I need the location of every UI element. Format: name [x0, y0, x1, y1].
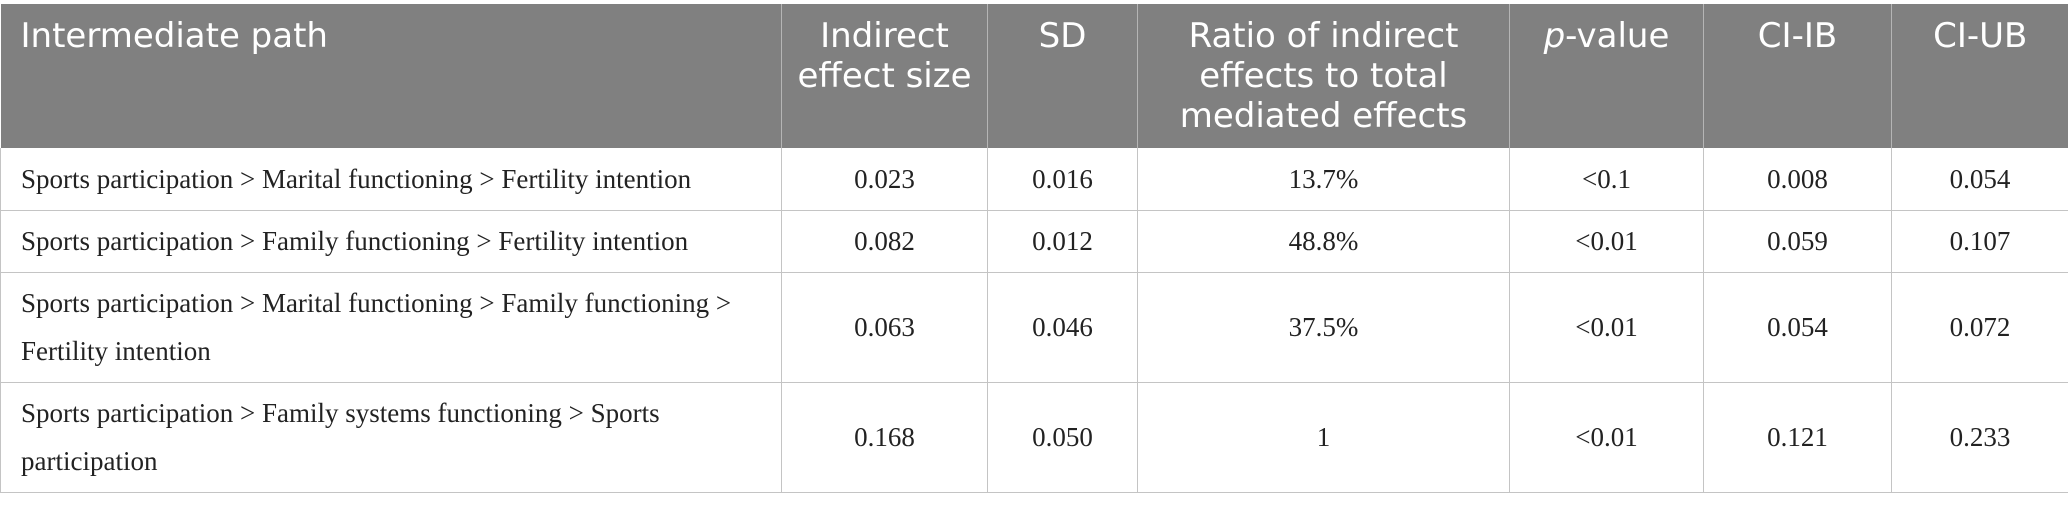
table-row: Sports participation > Family functionin…: [0, 210, 2068, 273]
cell-indirect-effect: 0.023: [781, 148, 988, 211]
header-p-value: p-value: [1509, 4, 1704, 148]
cell-ci-ub: 0.233: [1891, 382, 2068, 493]
cell-ratio: 37.5%: [1137, 272, 1510, 383]
cell-sd: 0.016: [987, 148, 1138, 211]
header-sd: SD: [987, 4, 1138, 148]
cell-sd: 0.050: [987, 382, 1138, 493]
cell-ci-ib: 0.008: [1703, 148, 1892, 211]
cell-intermediate-path: Sports participation > Marital functioni…: [0, 148, 782, 211]
header-p-italic: p: [1543, 16, 1566, 56]
cell-intermediate-path: Sports participation > Family systems fu…: [0, 382, 782, 493]
cell-ci-ib: 0.121: [1703, 382, 1892, 493]
cell-intermediate-path: Sports participation > Family functionin…: [0, 210, 782, 273]
cell-indirect-effect: 0.168: [781, 382, 988, 493]
mediation-table-container: Intermediate path Indirect effect size S…: [0, 4, 2068, 493]
cell-sd: 0.046: [987, 272, 1138, 383]
cell-ratio: 48.8%: [1137, 210, 1510, 273]
header-indirect-effect-size: Indirect effect size: [781, 4, 988, 148]
header-intermediate-path: Intermediate path: [0, 4, 782, 148]
table-row: Sports participation > Marital functioni…: [0, 148, 2068, 211]
header-ci-ib: CI-IB: [1703, 4, 1892, 148]
cell-ci-ub: 0.054: [1891, 148, 2068, 211]
cell-sd: 0.012: [987, 210, 1138, 273]
cell-p-value: <0.01: [1509, 210, 1704, 273]
cell-ratio: 1: [1137, 382, 1510, 493]
table-row: Sports participation > Marital functioni…: [0, 272, 2068, 383]
cell-intermediate-path: Sports participation > Marital functioni…: [0, 272, 782, 383]
mediation-effects-table: Intermediate path Indirect effect size S…: [0, 4, 2068, 493]
table-header-row: Intermediate path Indirect effect size S…: [0, 4, 2068, 148]
header-ratio-indirect-effects: Ratio of indirect effects to total media…: [1137, 4, 1510, 148]
cell-indirect-effect: 0.082: [781, 210, 988, 273]
cell-p-value: <0.01: [1509, 272, 1704, 383]
header-ci-ub: CI-UB: [1891, 4, 2068, 148]
cell-p-value: <0.1: [1509, 148, 1704, 211]
header-p-suffix: -value: [1565, 16, 1670, 56]
cell-ratio: 13.7%: [1137, 148, 1510, 211]
cell-ci-ib: 0.054: [1703, 272, 1892, 383]
cell-p-value: <0.01: [1509, 382, 1704, 493]
table-row: Sports participation > Family systems fu…: [0, 382, 2068, 493]
cell-indirect-effect: 0.063: [781, 272, 988, 383]
cell-ci-ib: 0.059: [1703, 210, 1892, 273]
cell-ci-ub: 0.107: [1891, 210, 2068, 273]
cell-ci-ub: 0.072: [1891, 272, 2068, 383]
